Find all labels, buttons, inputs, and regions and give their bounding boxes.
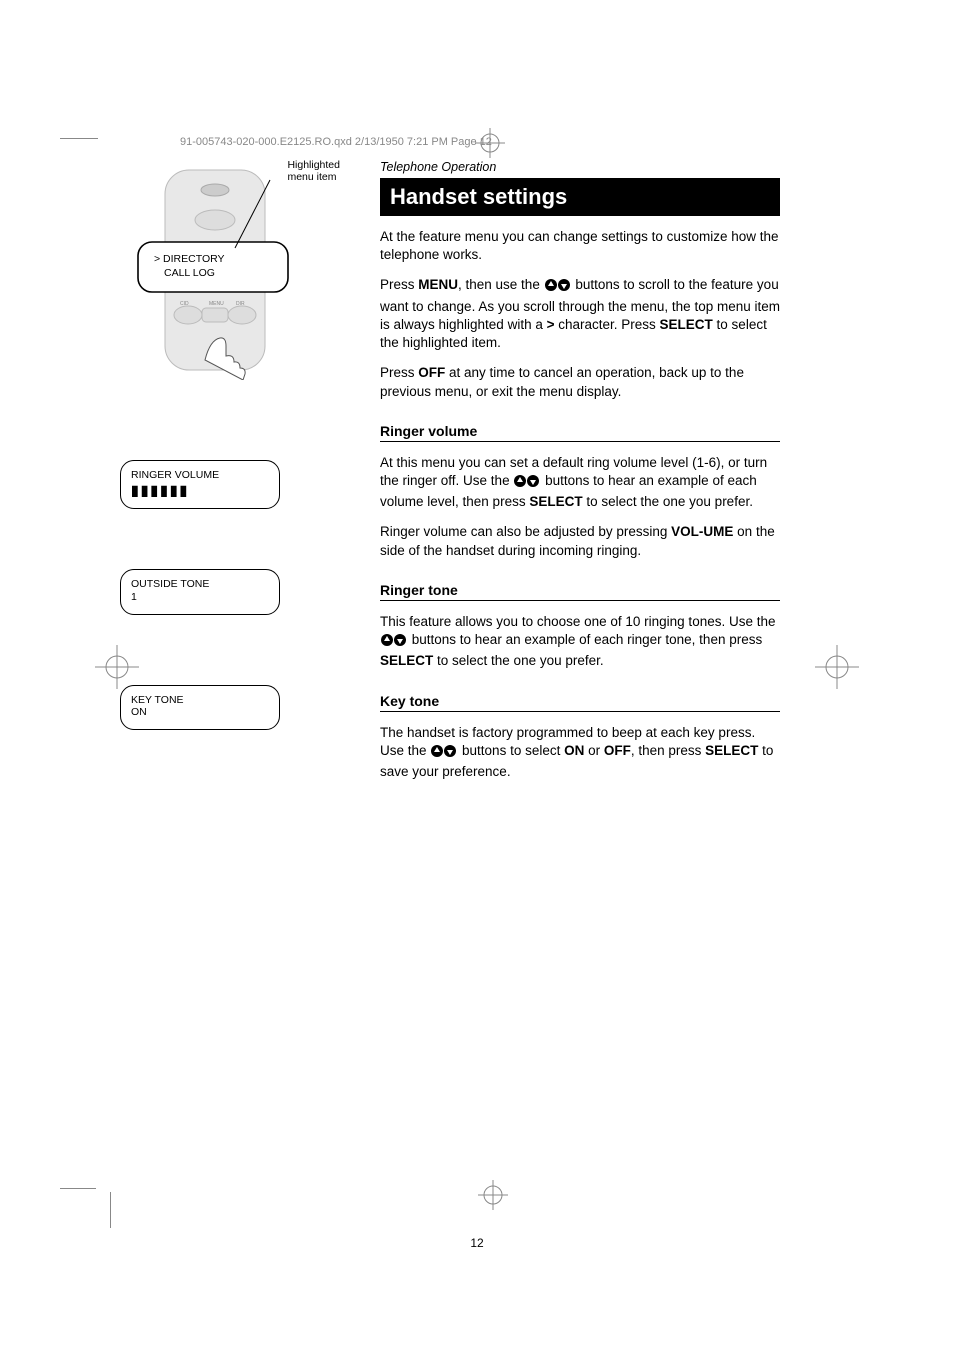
bold-key: SELECT — [705, 743, 758, 758]
bold-key: SELECT — [380, 653, 433, 668]
bold-key: VOL-UME — [671, 524, 733, 539]
text: or — [584, 743, 604, 758]
figure-callout: Highlighted menu item — [287, 160, 340, 183]
callout-line1: Highlighted — [287, 159, 340, 171]
print-slug: 91-005743-020-000.E2125.RO.qxd 2/13/1950… — [180, 136, 492, 148]
paragraph: Press OFF at any time to cancel an opera… — [380, 364, 780, 400]
paragraph: Ringer volume can also be adjusted by pr… — [380, 523, 780, 559]
register-mark-top — [475, 128, 505, 158]
paragraph: The handset is factory programmed to bee… — [380, 724, 780, 782]
lcd-text: OUTSIDE TONE — [131, 578, 269, 591]
text: character. Press — [554, 317, 659, 332]
bold-key: MENU — [418, 277, 458, 292]
text: Press — [380, 365, 418, 380]
up-down-icon — [544, 278, 572, 297]
up-down-icon — [513, 474, 541, 493]
text: buttons to select — [458, 743, 564, 758]
bold-key: OFF — [604, 743, 631, 758]
bold-key: OFF — [418, 365, 445, 380]
subheading-ringer-tone: Ringer tone — [380, 582, 780, 601]
handset-figure: Highlighted menu item > DIRECTORY CALL L… — [120, 160, 340, 380]
paragraph: At the feature menu you can change setti… — [380, 228, 780, 264]
page-title: Handset settings — [380, 178, 780, 216]
callout-line2: menu item — [287, 171, 336, 183]
svg-text:DIR: DIR — [236, 301, 245, 307]
text: to select the one you prefer. — [583, 494, 753, 509]
paragraph: Press MENU, then use the buttons to scro… — [380, 276, 780, 352]
svg-text:CID: CID — [180, 301, 189, 307]
lcd-text: RINGER VOLUME — [131, 469, 269, 482]
text: , then press — [631, 743, 705, 758]
text: This feature allows you to choose one of… — [380, 614, 776, 629]
subheading-ringer-volume: Ringer volume — [380, 423, 780, 442]
lcd-key-tone: KEY TONE ON — [120, 685, 280, 730]
bold-key: SELECT — [529, 494, 582, 509]
svg-text:MENU: MENU — [209, 301, 224, 307]
text: buttons to hear an example of each ringe… — [408, 632, 762, 647]
register-mark-bottom — [478, 1180, 508, 1215]
lcd-text: ON — [131, 706, 269, 719]
lcd-outside-tone: OUTSIDE TONE 1 — [120, 569, 280, 614]
page-number: 12 — [470, 1236, 483, 1250]
text: to select the one you prefer. — [433, 653, 603, 668]
text: , then use the — [458, 277, 544, 292]
text: Press — [380, 277, 418, 292]
up-down-icon — [430, 744, 458, 763]
bold-key: SELECT — [660, 317, 713, 332]
lcd-text: KEY TONE — [131, 694, 269, 707]
lcd-ringer-volume: RINGER VOLUME ▮▮▮▮▮▮ — [120, 460, 280, 509]
paragraph: At this menu you can set a default ring … — [380, 454, 780, 512]
bold-key: ON — [564, 743, 584, 758]
text: Ringer volume can also be adjusted by pr… — [380, 524, 671, 539]
svg-text:CALL LOG: CALL LOG — [164, 267, 215, 279]
up-down-icon — [380, 633, 408, 652]
section-breadcrumb: Telephone Operation — [380, 160, 780, 174]
lcd-text: 1 — [131, 591, 269, 604]
svg-text:> DIRECTORY: > DIRECTORY — [154, 253, 225, 265]
paragraph: This feature allows you to choose one of… — [380, 613, 780, 671]
page-content: Highlighted menu item > DIRECTORY CALL L… — [120, 160, 834, 1180]
lcd-bars: ▮▮▮▮▮▮ — [131, 482, 269, 499]
subheading-key-tone: Key tone — [380, 693, 780, 712]
